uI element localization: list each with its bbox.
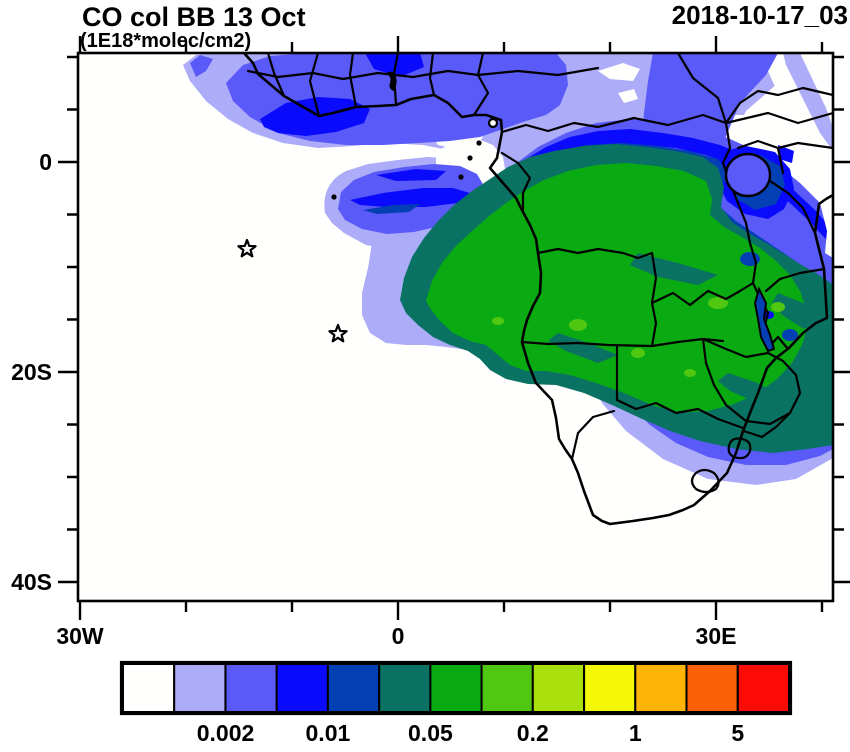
white-speck-2 — [618, 89, 638, 103]
colorbar-label-3: 0.2 — [517, 720, 549, 746]
y-axis-label-40s: 40S — [11, 569, 52, 595]
co-layer-green-main — [426, 163, 808, 413]
colorbar-cell-11 — [685, 663, 739, 713]
fire-marker-star-1 — [237, 238, 257, 258]
sao-tome-island-dot — [467, 155, 473, 161]
colorbar-cell-10 — [634, 663, 688, 713]
co-layer-medblue-west-curl — [190, 55, 213, 77]
annobon-island-dot — [458, 174, 464, 180]
colorbar-label-5: 5 — [731, 720, 744, 746]
colorbar-label-1: 0.01 — [306, 720, 351, 746]
bioko-island-dot — [487, 117, 499, 129]
colorbar-cell-3 — [275, 663, 329, 713]
co-layer-brightgreen-speck-1 — [569, 319, 587, 331]
co-layer-brightgreen-speck-5 — [684, 369, 696, 377]
co-layer-blue-ne-lake-spot — [778, 145, 794, 163]
plot-units-subtitle: (1E18*molec/cm2) — [80, 30, 251, 52]
lesotho-border — [690, 468, 720, 494]
colorbar-cell-6 — [429, 663, 483, 713]
fire-marker-star-2 — [328, 323, 348, 343]
swaziland-border — [727, 437, 752, 460]
colorbar-label-4: 1 — [629, 720, 642, 746]
x-axis-label-30w: 30W — [56, 623, 104, 649]
atlantic-island-dot — [331, 194, 337, 200]
co-layer-navy-spot-in-green-1 — [740, 252, 760, 266]
map-canvas — [78, 53, 833, 601]
x-axis-label-30e: 30E — [696, 623, 737, 649]
co-layer-brightgreen-speck-4 — [631, 348, 645, 358]
co-layer-brightgreen-speck-2 — [708, 297, 728, 309]
co-layer-navy-spot-in-green-2 — [782, 329, 798, 341]
co-layer-blue-tongue-lower — [350, 188, 470, 207]
co-layer-brightgreen-speck-6 — [492, 317, 504, 325]
map-frame — [76, 51, 835, 603]
africa-coastline — [242, 53, 833, 526]
x-axis-label-0: 0 — [392, 623, 405, 649]
co-layer-teal-mottle-4 — [772, 293, 820, 329]
plot-title: CO col BB 13 Oct — [82, 2, 306, 32]
y-axis-label-0: 0 — [39, 149, 52, 175]
co-layer-blue-tongue-upper — [376, 169, 446, 181]
white-speck-1 — [598, 63, 640, 81]
colorbar-cell-2 — [224, 663, 278, 713]
co-layer-teal-mottle-2 — [548, 333, 618, 363]
co-layer-brightgreen-speck-3 — [771, 302, 785, 312]
co-layer-navy-tongue-streak — [363, 204, 420, 214]
co-layer-teal-mottle-1 — [630, 253, 718, 285]
principe-island-dot — [476, 140, 482, 146]
colorbar-cell-0 — [122, 663, 176, 713]
colorbar-cell-5 — [378, 663, 432, 713]
plot-date: 2018-10-17_03 — [672, 0, 848, 30]
y-axis-label-20s: 20S — [11, 359, 52, 385]
co-layer-blue-liberia — [260, 97, 370, 136]
colorbar-label-0: 0.002 — [197, 720, 255, 746]
co-layer-teal-mottle-3 — [718, 373, 778, 403]
lavender-corner-streak — [783, 53, 833, 151]
colorbar-cell-12 — [736, 663, 790, 713]
colorbar-label-2: 0.05 — [408, 720, 453, 746]
colorbar-outline — [119, 660, 793, 716]
colorbar-cell-1 — [173, 663, 227, 713]
lake-victoria — [724, 152, 772, 198]
axis-ticks — [58, 36, 850, 620]
white-kenya-coast-strip — [819, 195, 833, 258]
colorbar-cell-8 — [531, 663, 585, 713]
colorbar: 0.002 0.01 0.05 0.2 1 5 — [119, 660, 793, 746]
country-borders-central — [500, 53, 833, 285]
colorbar-cell-7 — [480, 663, 534, 713]
colorbar-cell-4 — [326, 663, 381, 713]
colorbar-cell-9 — [583, 663, 637, 713]
lake-malawi — [753, 286, 776, 353]
country-borders-southern — [520, 179, 826, 461]
lake-volta — [386, 71, 397, 91]
